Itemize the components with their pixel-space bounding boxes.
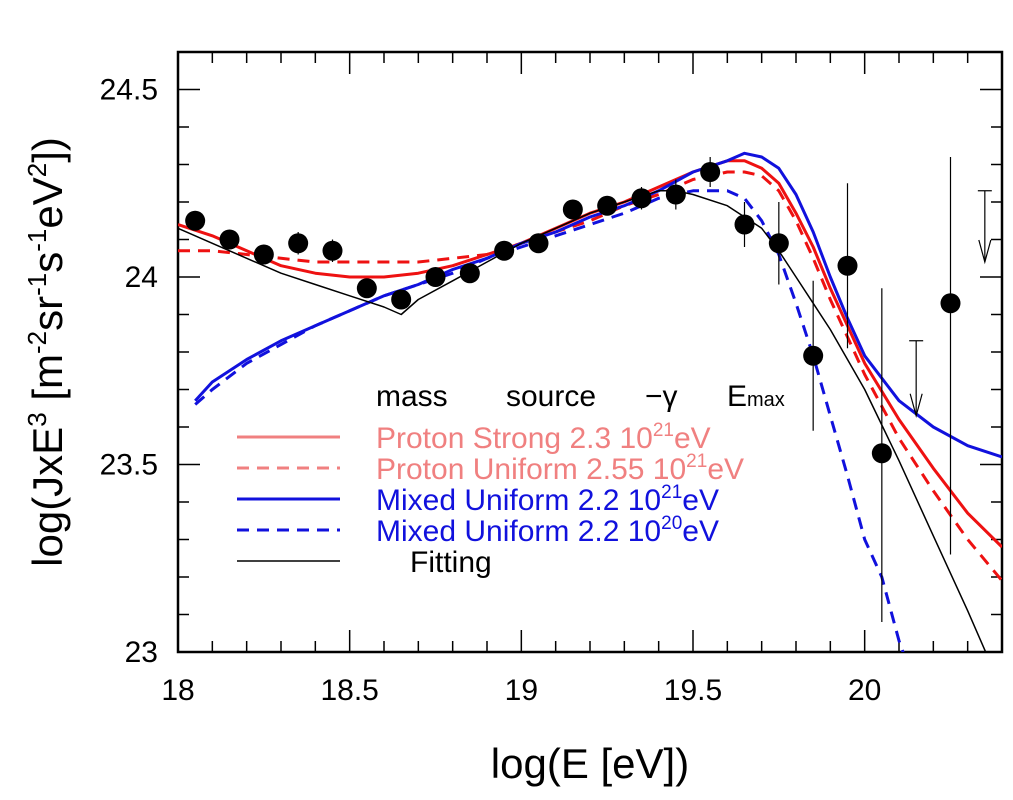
legend-header-emax-main: E — [727, 380, 747, 413]
y-title-exp: 2 — [22, 163, 52, 177]
upper-limit-arrowhead — [978, 239, 992, 265]
legend-label: Mixed Uniform 2.2 1020eV — [376, 513, 719, 548]
data-point — [288, 233, 309, 254]
tick-labels: 18 18.5 19 19.5 20 23 23.5 24 24.5 — [100, 74, 882, 708]
data-point — [391, 289, 412, 310]
data-point — [185, 210, 206, 231]
data-point — [803, 345, 824, 366]
x-tick-label: 19.5 — [664, 674, 722, 707]
legend-header-gamma: −γ — [645, 380, 678, 413]
x-tick-label: 18 — [161, 674, 194, 707]
y-axis-title: log(JxE3 [m-2sr-1s-1eV2]) — [22, 137, 71, 567]
legend-label-text: Fitting — [410, 546, 492, 579]
axis-ticks — [177, 51, 1003, 653]
legend-label: Fitting — [410, 546, 492, 579]
legend-label-exp: 20 — [661, 513, 682, 534]
y-title-part: sr — [24, 296, 71, 331]
data-point — [665, 184, 686, 205]
data-point — [562, 199, 583, 220]
data-point — [837, 255, 858, 276]
x-axis-title: log(E [eV]) — [491, 740, 689, 787]
y-title-exp: -1 — [22, 273, 52, 296]
legend-label: Proton Uniform 2.55 1021eV — [376, 451, 744, 486]
data-point — [597, 195, 618, 216]
y-title-exp: 3 — [22, 412, 52, 426]
legend-header-mass: mass — [376, 380, 448, 413]
y-tick-label: 24.5 — [100, 74, 158, 107]
x-tick-label: 19 — [505, 674, 538, 707]
data-point — [871, 443, 892, 464]
legend-label-exp: 21 — [653, 420, 674, 441]
legend-label-unit: eV — [674, 422, 711, 455]
legend-header-source: source — [506, 380, 596, 413]
data-point — [700, 162, 721, 182]
y-title-part: eV — [24, 177, 71, 228]
legend-label-text: Mixed Uniform 2.2 10 — [376, 484, 661, 517]
data-point — [494, 240, 515, 261]
y-title-part: [m — [24, 354, 71, 412]
y-title-prefix: log(JxE — [24, 427, 71, 567]
plot-frame — [176, 50, 1004, 654]
legend-header-emax: Emax — [727, 380, 785, 413]
legend-label-exp: 21 — [686, 451, 707, 472]
data-point — [322, 240, 343, 261]
series-line — [194, 189, 905, 652]
data-point — [940, 293, 961, 314]
legend-label-text: Mixed Uniform 2.2 10 — [376, 515, 661, 548]
data-point — [768, 233, 789, 254]
data-point — [734, 214, 755, 235]
series-line — [178, 170, 1002, 582]
x-tick-label: 18.5 — [320, 674, 378, 707]
series-line — [178, 159, 1002, 549]
series-line — [194, 151, 1002, 459]
y-title-part: s — [24, 252, 71, 273]
y-tick-label: 23 — [125, 636, 158, 669]
legend-label-exp: 21 — [661, 482, 682, 503]
data-point — [459, 263, 480, 284]
data-point — [219, 229, 240, 250]
x-tick-label: 20 — [848, 674, 881, 707]
y-tick-label: 24 — [125, 261, 158, 294]
legend-label-text: Proton Strong 2.3 10 — [376, 422, 653, 455]
data-points — [185, 162, 961, 464]
data-point — [253, 244, 274, 265]
y-title-part: ]) — [24, 137, 71, 163]
data-point — [631, 188, 652, 209]
legend-label: Proton Strong 2.3 1021eV — [376, 420, 711, 455]
legend-header-emax-sub: max — [747, 389, 785, 411]
legend-label-unit: eV — [707, 453, 744, 486]
y-tick-label: 23.5 — [100, 449, 158, 482]
y-title-exp: -2 — [22, 331, 52, 354]
data-point — [528, 233, 549, 254]
data-point — [425, 267, 446, 287]
y-title-exp: -1 — [22, 229, 52, 252]
legend-label-text: Proton Uniform 2.55 10 — [376, 453, 686, 486]
data-point — [356, 278, 377, 299]
legend-label-unit: eV — [682, 515, 719, 548]
legend-label: Mixed Uniform 2.2 1021eV — [376, 482, 719, 517]
legend-label-unit: eV — [682, 484, 719, 517]
upper-limit-arrowhead — [909, 393, 923, 419]
